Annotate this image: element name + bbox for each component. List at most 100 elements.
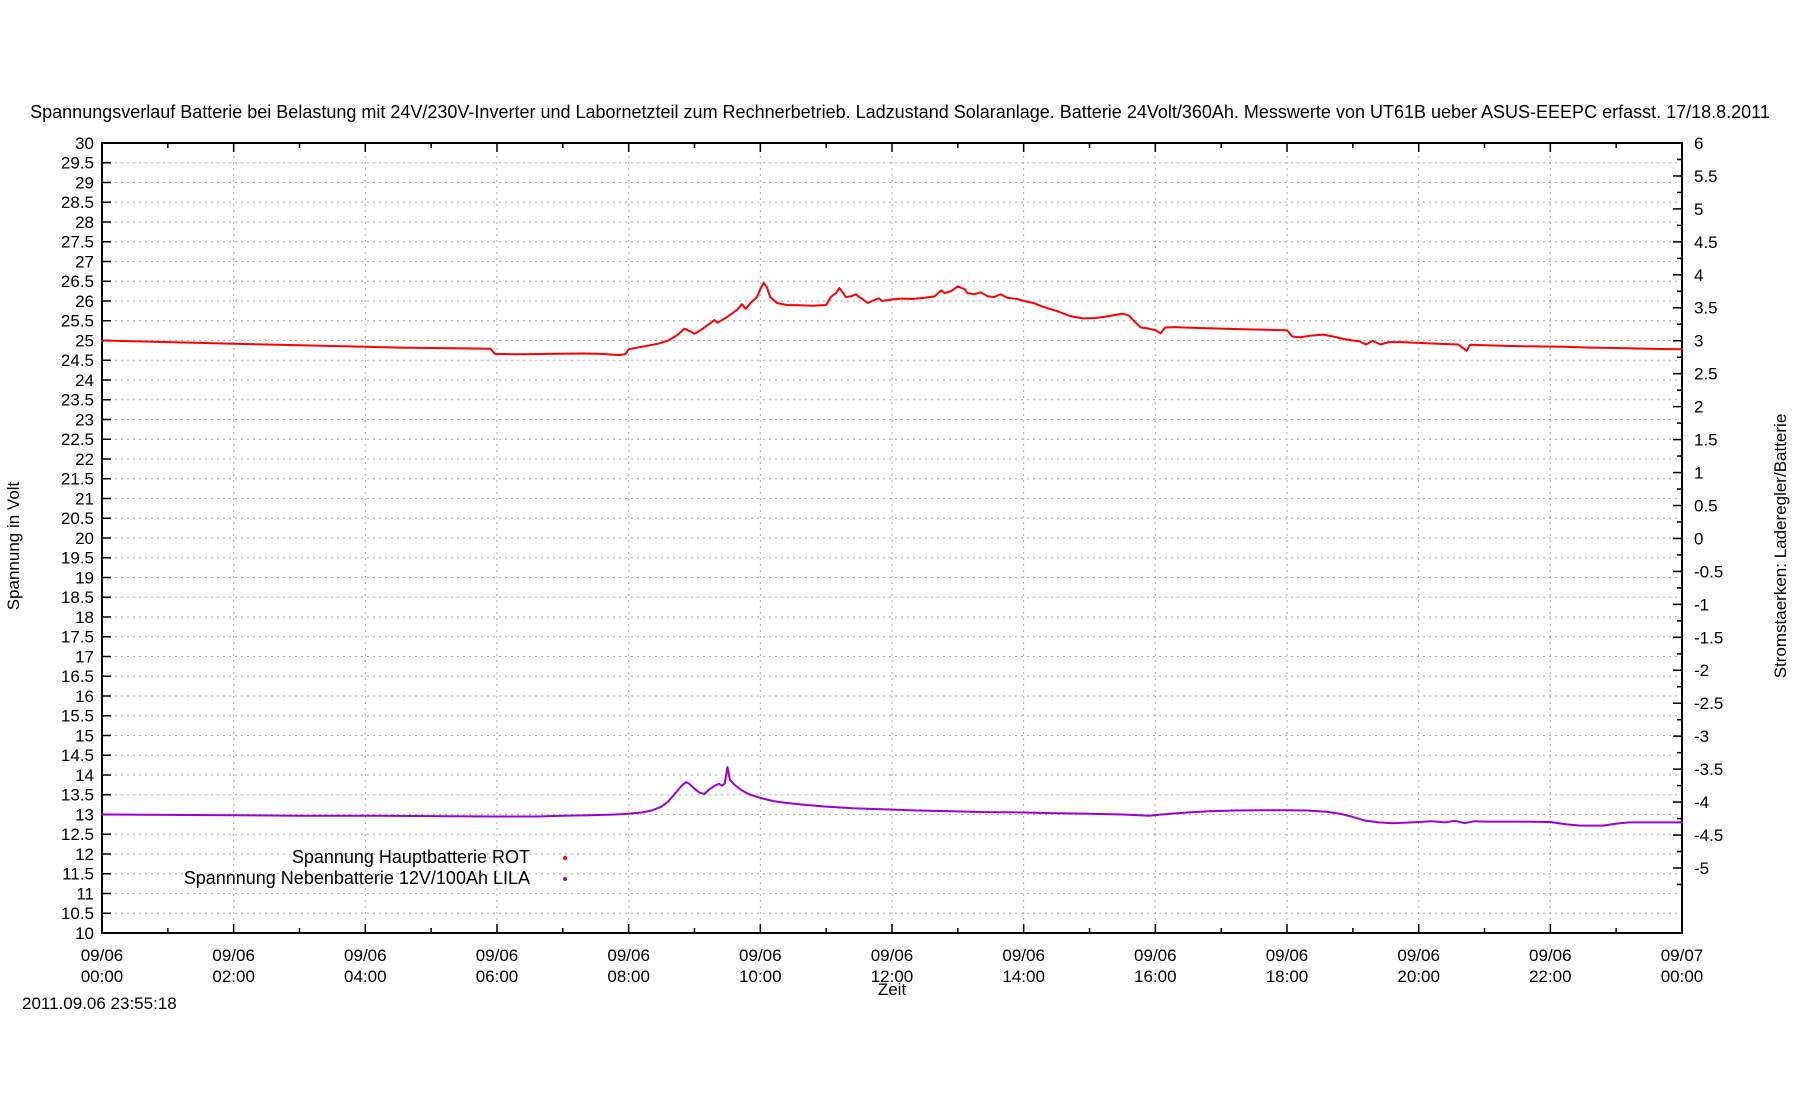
svg-text:0.5: 0.5 (1694, 496, 1718, 515)
svg-text:26.5: 26.5 (61, 272, 94, 291)
svg-text:09/06: 09/06 (1397, 946, 1440, 965)
y-left-tick-labels: 3029.52928.52827.52726.52625.52524.52423… (61, 134, 94, 943)
svg-text:09/06: 09/06 (344, 946, 387, 965)
svg-text:24.5: 24.5 (61, 351, 94, 370)
svg-text:1: 1 (1694, 463, 1703, 482)
svg-text:18.5: 18.5 (61, 588, 94, 607)
svg-text:4: 4 (1694, 266, 1703, 285)
right-axis-title: Stromstaerken: Laderegler/Batterie (1771, 413, 1790, 679)
svg-text:29.5: 29.5 (61, 154, 94, 173)
svg-text:28: 28 (75, 213, 94, 232)
series-nebenbatterie (101, 766, 1683, 827)
svg-text:2.5: 2.5 (1694, 365, 1718, 384)
series-hauptbatterie (101, 281, 1683, 357)
svg-text:-3.5: -3.5 (1694, 760, 1723, 779)
svg-text:08:00: 08:00 (607, 967, 650, 986)
svg-text:06:00: 06:00 (476, 967, 519, 986)
svg-text:10: 10 (75, 924, 94, 943)
svg-text:25.5: 25.5 (61, 312, 94, 331)
svg-text:13.5: 13.5 (61, 786, 94, 805)
x-tick-labels: 09/06 00:00 09/06 02:00 09/06 04:00 09/06 06:00… (81, 946, 1704, 986)
svg-text:17.5: 17.5 (61, 628, 94, 647)
svg-text:00:00: 00:00 (1661, 967, 1704, 986)
svg-text:5.5: 5.5 (1694, 167, 1718, 186)
legend-item-nebenbatterie: Spannnung Nebenbatterie 12V/100Ah LILA (0, 868, 530, 889)
svg-text:-4.5: -4.5 (1694, 826, 1723, 845)
svg-text:20.5: 20.5 (61, 509, 94, 528)
svg-text:13: 13 (75, 805, 94, 824)
svg-text:0: 0 (1694, 529, 1703, 548)
chart-title: Spannungsverlauf Batterie bei Belastung … (30, 102, 1770, 122)
svg-text:04:00: 04:00 (344, 967, 387, 986)
svg-text:15.5: 15.5 (61, 707, 94, 726)
svg-text:11: 11 (76, 884, 94, 903)
svg-text:09/07: 09/07 (1661, 946, 1704, 965)
svg-text:11.5: 11.5 (62, 865, 94, 884)
svg-text:27: 27 (75, 252, 94, 271)
svg-text:09/06: 09/06 (871, 946, 914, 965)
legend-sample-dot-red (563, 856, 567, 860)
svg-text:-1.5: -1.5 (1694, 628, 1723, 647)
svg-text:30: 30 (75, 134, 94, 153)
svg-text:09/06: 09/06 (607, 946, 650, 965)
svg-text:23.5: 23.5 (61, 391, 94, 410)
svg-text:22:00: 22:00 (1529, 967, 1572, 986)
svg-text:29: 29 (75, 173, 94, 192)
svg-text:02:00: 02:00 (212, 967, 255, 986)
svg-text:25: 25 (75, 331, 94, 350)
legend-item-hauptbatterie: Spannung Hauptbatterie ROT (0, 847, 530, 868)
legend-label-nebenbatterie: Spannnung Nebenbatterie 12V/100Ah LILA (183, 868, 530, 888)
svg-text:14.5: 14.5 (61, 746, 94, 765)
plot-timestamp: 2011.09.06 23:55:18 (22, 994, 177, 1013)
gridlines (103, 144, 1681, 932)
svg-text:12: 12 (75, 845, 94, 864)
svg-text:3.5: 3.5 (1694, 299, 1718, 318)
svg-text:09/06: 09/06 (212, 946, 255, 965)
svg-text:28.5: 28.5 (61, 193, 94, 212)
svg-text:14:00: 14:00 (1002, 967, 1045, 986)
svg-text:21: 21 (75, 489, 94, 508)
legend-sample-dot-lila (563, 877, 567, 881)
svg-text:-5: -5 (1694, 859, 1709, 878)
svg-text:-4: -4 (1694, 793, 1709, 812)
svg-text:-3: -3 (1694, 727, 1709, 746)
svg-text:09/06: 09/06 (1002, 946, 1045, 965)
svg-text:1.5: 1.5 (1694, 431, 1718, 450)
svg-text:10.5: 10.5 (61, 904, 94, 923)
svg-text:-1: -1 (1694, 595, 1709, 614)
svg-text:09/06: 09/06 (1529, 946, 1572, 965)
svg-text:14: 14 (75, 766, 94, 785)
svg-text:09/06: 09/06 (1134, 946, 1177, 965)
y-right-tick-labels: 6 5.5 5 4.5 4 3.5 3 2.5 2 1.5 1 0.5 0 -0.5 -1 -1.5 -2 -2.… (1694, 134, 1723, 878)
svg-text:15: 15 (75, 726, 94, 745)
svg-text:20: 20 (75, 529, 94, 548)
svg-text:-2.5: -2.5 (1694, 694, 1723, 713)
svg-text:16.5: 16.5 (61, 667, 94, 686)
axis-ticks (101, 142, 1683, 934)
svg-text:19.5: 19.5 (61, 549, 94, 568)
svg-text:6: 6 (1694, 134, 1703, 153)
svg-text:16:00: 16:00 (1134, 967, 1177, 986)
svg-text:09/06: 09/06 (81, 946, 124, 965)
svg-text:17: 17 (75, 647, 94, 666)
svg-text:18: 18 (75, 608, 94, 627)
legend: Spannung Hauptbatterie ROT Spannnung Neb… (0, 847, 530, 889)
svg-text:16: 16 (75, 687, 94, 706)
svg-text:23: 23 (75, 410, 94, 429)
svg-text:27.5: 27.5 (61, 233, 94, 252)
svg-text:09/06: 09/06 (739, 946, 782, 965)
svg-text:21.5: 21.5 (61, 470, 94, 489)
svg-text:20:00: 20:00 (1397, 967, 1440, 986)
svg-text:09/06: 09/06 (476, 946, 519, 965)
svg-text:19: 19 (75, 568, 94, 587)
svg-text:00:00: 00:00 (81, 967, 124, 986)
svg-text:22.5: 22.5 (61, 430, 94, 449)
svg-text:-2: -2 (1694, 661, 1709, 680)
svg-text:09/06: 09/06 (1266, 946, 1309, 965)
svg-text:5: 5 (1694, 200, 1703, 219)
svg-text:12:00: 12:00 (871, 967, 914, 986)
svg-text:3: 3 (1694, 332, 1703, 351)
legend-label-hauptbatterie: Spannung Hauptbatterie ROT (291, 847, 530, 867)
